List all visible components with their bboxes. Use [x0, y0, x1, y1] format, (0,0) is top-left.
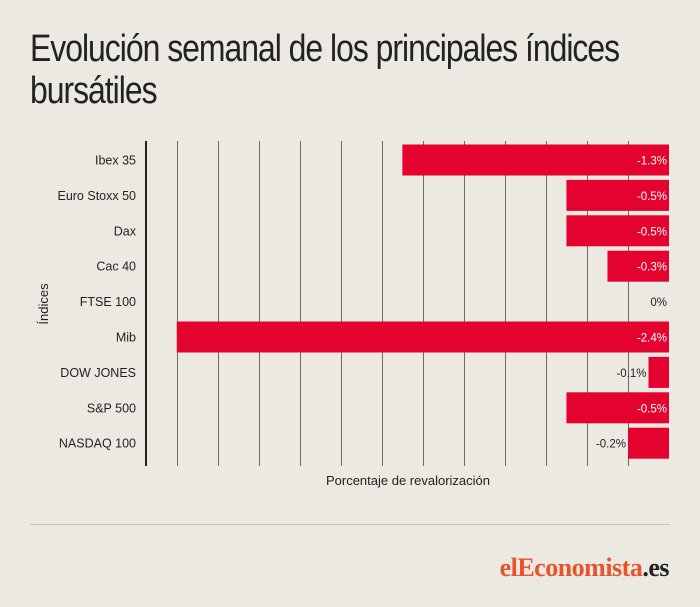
category-label-1: Euro Stoxx 50: [57, 189, 136, 203]
bar-3[interactable]: [607, 250, 669, 282]
value-label-5: -2.4%: [637, 333, 667, 345]
category-labels: Ibex 35 Euro Stoxx 50 Dax Cac 40 FTSE 100 Mib…: [57, 154, 136, 451]
category-label-7: S&P 500: [87, 401, 136, 415]
category-label-5: Mib: [116, 331, 136, 345]
category-label-3: Cac 40: [96, 260, 136, 274]
brand-logo[interactable]: elEconomista.es: [499, 553, 670, 583]
logo-prefix: el: [499, 553, 518, 582]
category-label-0: Ibex 35: [95, 154, 136, 168]
value-labels: -1.3% -0.5% -0.5% -0.3% 0% -2.4% -0.1% -0.5% -0.…: [596, 156, 667, 451]
value-label-4: 0%: [650, 297, 667, 309]
category-label-8: NASDAQ 100: [59, 437, 136, 451]
category-label-4: FTSE 100: [80, 295, 136, 309]
page-title: Evolución semanal de los principales índ…: [30, 28, 620, 112]
bar-8[interactable]: [627, 427, 669, 459]
category-label-2: Dax: [114, 224, 137, 238]
value-label-3: -0.3%: [637, 262, 667, 274]
bar-chart: -1.3% -0.5% -0.5% -0.3% 0% -2.4% -0.1% -0.5% -0.…: [36, 141, 669, 488]
footer-divider: [30, 524, 670, 525]
value-label-8: -0.2%: [596, 439, 626, 451]
value-label-0: -1.3%: [637, 156, 667, 168]
bar-5[interactable]: [176, 321, 669, 353]
bar-0[interactable]: [402, 144, 669, 176]
value-label-1: -0.5%: [637, 191, 667, 203]
bars: [176, 144, 669, 459]
y-axis-title: Índices: [36, 283, 51, 325]
category-label-6: DOW JONES: [60, 366, 136, 380]
x-axis-title: Porcentaje de revalorización: [326, 473, 490, 488]
value-label-2: -0.5%: [637, 226, 667, 238]
grid-lines: [177, 141, 629, 466]
value-label-7: -0.5%: [637, 403, 667, 415]
logo-suffix: .es: [642, 553, 669, 582]
value-label-6: -0.1%: [616, 368, 646, 380]
bar-1[interactable]: [566, 179, 669, 211]
bar-7[interactable]: [566, 392, 669, 424]
logo-main: Economista: [517, 553, 643, 582]
bar-2[interactable]: [566, 215, 669, 247]
bar-6[interactable]: [648, 356, 669, 388]
